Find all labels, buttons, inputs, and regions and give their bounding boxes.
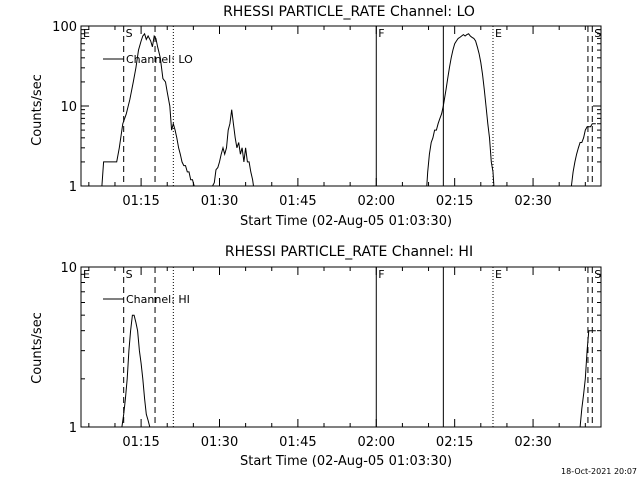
top-series-line [570,123,596,187]
top-y-tick-label: 10 [60,100,77,115]
top-y-tick-label: 100 [52,20,77,35]
chart-marks: 01:15 01:30 01:45 02:00 02:15 02:30 1 10 100 E S F E… [52,20,602,450]
footer-timestamp: 18-Oct-2021 20:07 [561,467,637,476]
top-x-tick-label: 01:30 [201,194,238,209]
top-y-tick-label: 1 [69,180,77,195]
top-x-tick-label: 01:15 [122,194,159,209]
top-series-line [101,32,254,187]
top-chart-legend-label: Channel: LO [126,53,193,66]
top-chart-xlabel: Start Time (02-Aug-05 01:03:30) [240,214,452,229]
top-marker-label: E [83,27,90,40]
top-x-tick-label: 02:00 [358,194,395,209]
bottom-chart-title: RHESSI PARTICLE_RATE Channel: HI [225,244,473,260]
top-chart-title: RHESSI PARTICLE_RATE Channel: LO [223,4,475,20]
top-marker-label: S [594,27,601,40]
bottom-marker-label: S [594,268,601,281]
bottom-y-tick-label: 10 [60,261,77,276]
top-x-tick-label: 02:15 [436,194,473,209]
top-x-tick-label: 01:45 [279,194,316,209]
bottom-x-tick-label: 02:00 [358,435,395,450]
bottom-chart-legend-label: Channel: HI [126,293,190,306]
bottom-x-tick-label: 02:15 [436,435,473,450]
top-marker-label: E [495,27,502,40]
bottom-x-tick-label: 01:15 [122,435,159,450]
top-plot-frame [80,25,602,187]
bottom-marker-label: E [495,268,502,281]
bottom-y-tick-label: 1 [69,421,77,436]
top-series-line [426,33,495,187]
bottom-series-line [579,330,596,428]
bottom-plot-frame [80,266,602,428]
top-marker-label: S [126,27,133,40]
top-chart-ylabel: Counts/sec [30,74,45,146]
bottom-chart-xlabel: Start Time (02-Aug-05 01:03:30) [240,454,452,469]
bottom-marker-label: S [126,268,133,281]
bottom-chart-ylabel: Counts/sec [30,312,45,384]
top-marker-label: F [378,27,384,40]
bottom-x-tick-label: 01:45 [279,435,316,450]
bottom-marker-label: E [83,268,90,281]
bottom-marker-label: F [378,268,384,281]
bottom-x-tick-label: 02:30 [514,435,551,450]
bottom-series-line [121,314,151,428]
top-x-tick-label: 02:30 [514,194,551,209]
bottom-x-tick-label: 01:30 [201,435,238,450]
